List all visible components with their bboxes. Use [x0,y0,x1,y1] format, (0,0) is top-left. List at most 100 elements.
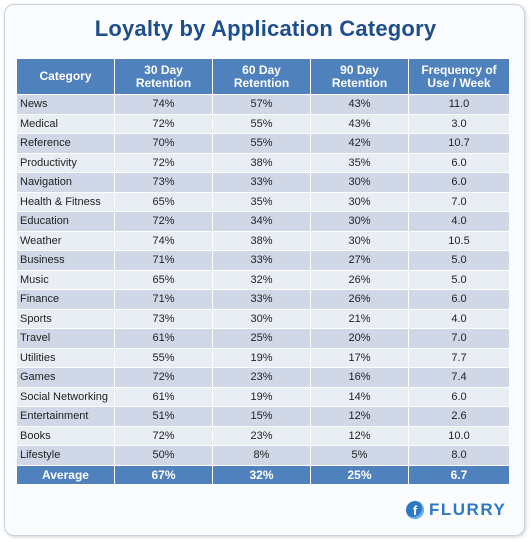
average-cell-retention-30: 67% [114,464,213,485]
table-row: Health & Fitness 65% 35% 30% 7.0 [16,191,510,212]
cell-retention-30: 71% [114,250,213,271]
cell-frequency: 2.6 [408,406,510,427]
chart-title: Loyalty by Application Category [94,16,437,41]
table-row: Social Networking 61% 19% 14% 6.0 [16,386,510,407]
cell-frequency: 4.0 [408,308,510,329]
cell-retention-30: 61% [114,328,213,349]
cell-frequency: 8.0 [408,445,510,466]
flurry-logo-text: FLURRY [429,500,507,519]
table-row: Entertainment 51% 15% 12% 2.6 [16,406,510,427]
cell-retention-30: 73% [114,172,213,193]
table-row: Lifestyle 50% 8% 5% 8.0 [16,445,510,466]
table-row: Utilities 55% 19% 17% 7.7 [16,347,510,368]
cell-retention-60: 33% [212,250,311,271]
cell-frequency: 10.5 [408,230,510,251]
average-cell-frequency: 6.7 [408,464,510,485]
cell-category: Utilities [16,347,115,368]
cell-retention-90: 30% [310,172,409,193]
cell-retention-60: 8% [212,445,311,466]
cell-retention-90: 20% [310,328,409,349]
cell-frequency: 7.0 [408,191,510,212]
column-header-retention-30: 30 Day Retention [114,58,213,95]
cell-retention-90: 30% [310,191,409,212]
cell-retention-30: 72% [114,211,213,232]
table-row: Travel 61% 25% 20% 7.0 [16,328,510,349]
cell-frequency: 6.0 [408,152,510,173]
cell-retention-60: 32% [212,269,311,290]
cell-retention-60: 34% [212,211,311,232]
cell-retention-90: 5% [310,445,409,466]
table-row: Games 72% 23% 16% 7.4 [16,367,510,388]
cell-category: Books [16,425,115,446]
table-row: Business 71% 33% 27% 5.0 [16,250,510,271]
cell-retention-60: 15% [212,406,311,427]
cell-retention-90: 43% [310,113,409,134]
cell-retention-60: 38% [212,152,311,173]
cell-retention-30: 70% [114,133,213,154]
cell-frequency: 4.0 [408,211,510,232]
cell-retention-30: 74% [114,230,213,251]
cell-category: Business [16,250,115,271]
cell-retention-90: 35% [310,152,409,173]
loyalty-table: Category 30 Day Retention 60 Day Retention 90… [16,58,510,485]
cell-retention-60: 55% [212,133,311,154]
cell-frequency: 7.0 [408,328,510,349]
cell-retention-30: 65% [114,191,213,212]
cell-category: Navigation [16,172,115,193]
cell-category: Medical [16,113,115,134]
table-row: Finance 71% 33% 26% 6.0 [16,289,510,310]
cell-retention-60: 33% [212,289,311,310]
cell-retention-60: 30% [212,308,311,329]
cell-retention-90: 12% [310,406,409,427]
cell-frequency: 10.7 [408,133,510,154]
table-row: Reference 70% 55% 42% 10.7 [16,133,510,154]
cell-retention-90: 14% [310,386,409,407]
cell-retention-60: 19% [212,386,311,407]
column-header-retention-90: 90 Day Retention [310,58,409,95]
cell-frequency: 3.0 [408,113,510,134]
cell-retention-60: 19% [212,347,311,368]
average-cell-retention-60: 32% [212,464,311,485]
cell-retention-90: 21% [310,308,409,329]
flurry-logo-icon: f [406,501,424,519]
cell-category: Lifestyle [16,445,115,466]
cell-category: Productivity [16,152,115,173]
cell-category: Entertainment [16,406,115,427]
cell-category: Music [16,269,115,290]
cell-frequency: 7.7 [408,347,510,368]
cell-retention-90: 17% [310,347,409,368]
cell-frequency: 6.0 [408,172,510,193]
cell-category: Weather [16,230,115,251]
cell-frequency: 5.0 [408,250,510,271]
cell-retention-60: 33% [212,172,311,193]
column-header-frequency: Frequency of Use / Week [408,58,510,95]
cell-retention-90: 12% [310,425,409,446]
average-row: Average 67% 32% 25% 6.7 [16,464,510,485]
cell-category: Games [16,367,115,388]
table-header-row: Category 30 Day Retention 60 Day Retention 90… [16,58,510,95]
cell-retention-60: 55% [212,113,311,134]
cell-retention-90: 42% [310,133,409,154]
cell-category: Reference [16,133,115,154]
cell-retention-90: 26% [310,269,409,290]
table-body: News 74% 57% 43% 11.0 Medical 72% 55% 43% 3.0 Refe… [16,94,510,466]
table-row: Sports 73% 30% 21% 4.0 [16,308,510,329]
cell-retention-30: 74% [114,94,213,115]
cell-frequency: 6.0 [408,386,510,407]
table-row: Music 65% 32% 26% 5.0 [16,269,510,290]
average-cell-retention-90: 25% [310,464,409,485]
cell-category: Education [16,211,115,232]
cell-retention-60: 35% [212,191,311,212]
table-row: Medical 72% 55% 43% 3.0 [16,113,510,134]
cell-retention-30: 50% [114,445,213,466]
table-row: Navigation 73% 33% 30% 6.0 [16,172,510,193]
cell-retention-30: 71% [114,289,213,310]
cell-retention-60: 25% [212,328,311,349]
table-row: News 74% 57% 43% 11.0 [16,94,510,115]
cell-retention-30: 73% [114,308,213,329]
cell-retention-30: 72% [114,425,213,446]
cell-retention-30: 65% [114,269,213,290]
table-row: Education 72% 34% 30% 4.0 [16,211,510,232]
cell-frequency: 7.4 [408,367,510,388]
column-header-category: Category [16,58,115,95]
